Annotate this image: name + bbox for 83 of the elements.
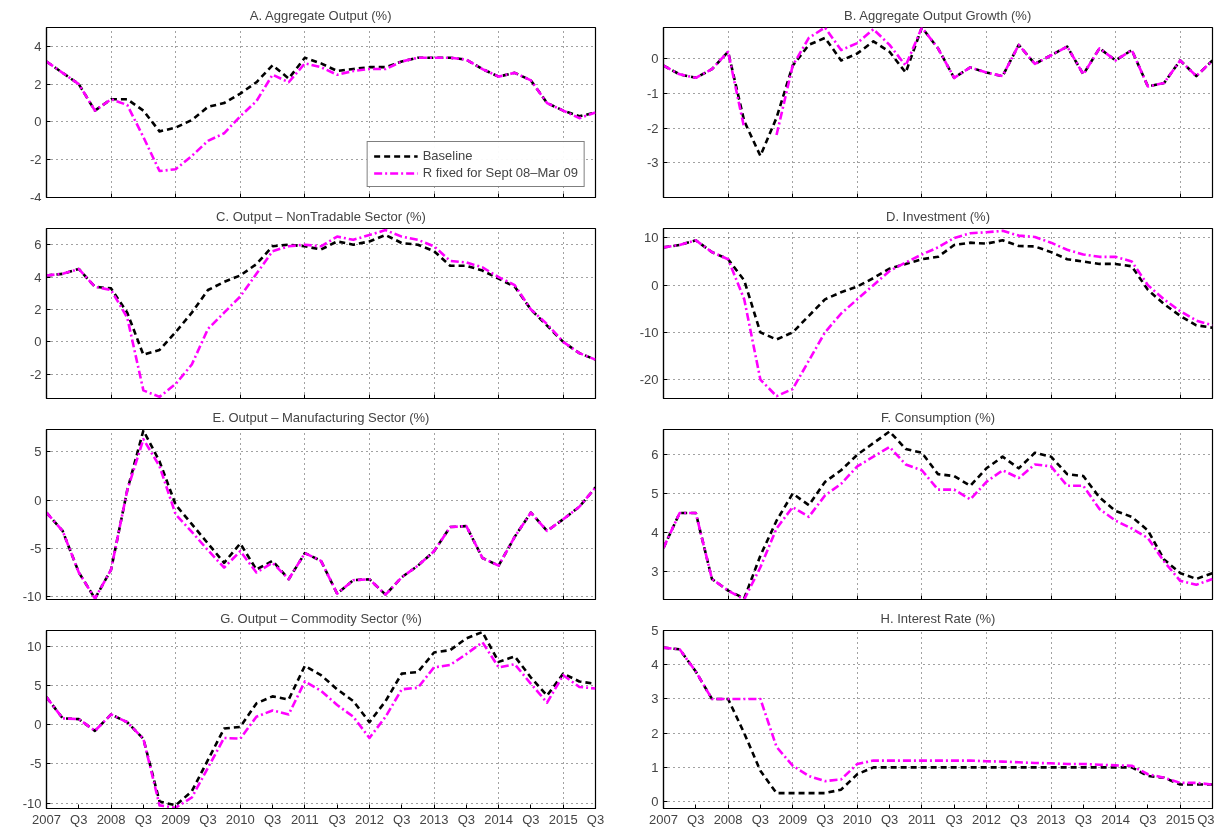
x-tick-label: Q3 [1139,811,1157,827]
x-tick-label: Q3 [945,811,963,827]
x-tick-label: 2010 [842,811,872,827]
y-tick-label: 4 [651,657,659,673]
x-tick-label: 2014 [1101,811,1131,827]
x-tick-label: 2007 [649,811,678,827]
y-tick-label: 1 [651,759,659,775]
chart-title: F. Consumption (%) [880,409,996,425]
x-tick-label: 2007 [32,811,61,827]
x-tick-label: 2012 [354,811,384,827]
y-tick-label: 2 [34,301,42,317]
x-tick-label: 2014 [484,811,514,827]
y-tick-label: 6 [651,447,659,463]
x-tick-label: Q3 [70,811,88,827]
x-tick-label: Q3 [687,811,705,827]
x-tick-label: 2009 [778,811,808,827]
y-tick-label: 2 [34,76,42,92]
y-tick-label: -10 [22,795,42,811]
x-tick-label: Q3 [134,811,153,827]
y-tick-label: 6 [34,237,42,253]
y-tick-label: 0 [651,51,659,67]
y-tick-label: 3 [651,563,659,579]
y-tick-label: 4 [651,524,659,540]
x-tick-label: Q3 [1010,811,1028,827]
x-tick-label: 2008 [713,811,743,827]
y-tick-label: 10 [27,638,42,654]
chart-title: H. Interest Rate (%) [880,610,996,626]
chart-title: D. Investment (%) [885,208,991,224]
chart-title: A. Aggregate Output (%) [249,7,392,23]
x-tick-label: 2008 [96,811,126,827]
x-tick-label: 2010 [225,811,255,827]
x-tick-label: Q3 [1197,811,1214,827]
x-tick-label: Q3 [522,811,540,827]
y-tick-label: 5 [34,677,42,693]
y-tick-label: 0 [34,717,42,733]
x-tick-label: Q3 [816,811,834,827]
y-tick-label: 2 [651,725,659,741]
x-tick-label: Q3 [751,811,770,827]
x-tick-label: Q3 [880,811,899,827]
y-tick-label: 5 [34,444,42,460]
y-tick-label: -10 [22,589,42,605]
y-tick-label: 10 [644,230,659,246]
y-tick-label: 0 [34,114,42,130]
y-tick-label: -2 [646,120,659,136]
x-tick-label: 2015 [548,811,578,827]
x-tick-label: 2011 [290,811,319,827]
x-tick-label: 2009 [161,811,191,827]
x-tick-label: 2013 [419,811,449,827]
x-tick-label: Q3 [393,811,411,827]
y-tick-label: -5 [29,756,42,772]
y-tick-label: 5 [651,486,659,502]
chart-title: G. Output – Commodity Sector (%) [220,610,422,626]
x-tick-label: 2015 [1165,811,1195,827]
y-tick-label: 4 [34,269,42,285]
x-tick-label: Q3 [199,811,217,827]
y-tick-label: -5 [29,540,42,556]
legend-label: R fixed for Sept 08–Mar 09 [422,165,578,180]
y-tick-label: -10 [639,324,659,340]
y-tick-label: -2 [29,152,42,168]
x-tick-label: Q3 [586,811,605,827]
y-tick-label: -4 [29,189,42,205]
y-tick-label: -2 [29,366,42,382]
chart-title: E. Output – Manufacturing Sector (%) [212,409,430,425]
x-tick-label: Q3 [1074,811,1092,827]
x-tick-label: Q3 [457,811,475,827]
y-tick-label: 0 [651,794,659,810]
y-tick-label: -3 [646,155,659,171]
y-tick-label: 4 [34,38,42,54]
y-tick-label: 3 [651,691,659,707]
y-tick-label: 0 [34,492,42,508]
x-tick-label: Q3 [263,811,282,827]
legend-label: Baseline [422,148,473,163]
x-tick-label: 2012 [971,811,1001,827]
y-tick-label: 0 [651,277,659,293]
y-tick-label: -20 [639,372,659,388]
y-tick-label: 0 [34,334,42,350]
chart-title: B. Aggregate Output Growth (%) [844,7,1032,23]
x-tick-label: Q3 [328,811,346,827]
y-tick-label: -1 [646,85,659,101]
chart-title: C. Output – NonTradable Sector (%) [216,208,426,224]
x-tick-label: 2011 [907,811,936,827]
y-tick-label: 5 [651,623,659,638]
x-tick-label: 2013 [1036,811,1066,827]
